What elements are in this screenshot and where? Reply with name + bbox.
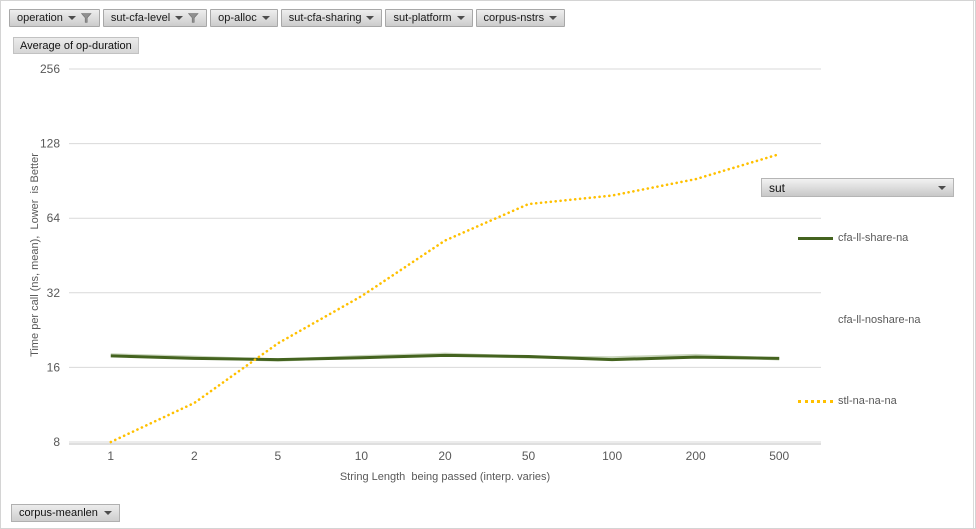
x-tick-label: 10 xyxy=(355,449,369,463)
chevron-down-icon xyxy=(103,511,112,515)
values-field-label: Average of op-duration xyxy=(20,39,132,52)
legend-swatch-solid-green-line xyxy=(798,236,833,240)
legend-label: cfa-ll-share-na xyxy=(838,232,909,244)
values-field-button[interactable]: Average of op-duration xyxy=(13,37,139,54)
x-tick-label: 200 xyxy=(686,449,706,463)
filter-funnel-icon xyxy=(188,13,199,23)
legend-item-cfa-ll-share-na: cfa-ll-share-na xyxy=(798,232,908,244)
x-tick-label: 50 xyxy=(522,449,536,463)
legend-item-stl-na-na-na: stl-na-na-na xyxy=(798,395,897,407)
filter-button-sut-platform[interactable]: sut-platform xyxy=(385,9,473,27)
chevron-down-icon xyxy=(67,16,76,20)
x-tick-label: 1 xyxy=(107,449,114,463)
y-axis-title: Time per call (ns, mean), Lower is Bette… xyxy=(29,153,41,357)
pivot-filter-button-row: operation sut-cfa-level op-alloc sut-cfa… xyxy=(9,9,566,27)
chevron-down-icon xyxy=(549,16,558,20)
x-tick-label: 500 xyxy=(769,449,789,463)
x-tick-label: 2 xyxy=(191,449,198,463)
filter-button-label: operation xyxy=(17,12,63,24)
chevron-down-icon xyxy=(366,16,375,20)
filter-button-operation[interactable]: operation xyxy=(9,9,100,27)
y-tick-label: 32 xyxy=(47,286,61,300)
filter-button-label: op-alloc xyxy=(218,12,257,24)
legend-field-label: sut xyxy=(769,180,786,195)
y-tick-label: 8 xyxy=(53,435,60,449)
chart-object-right-edge xyxy=(973,1,974,528)
chevron-down-icon xyxy=(261,16,270,20)
x-tick-label: 20 xyxy=(438,449,452,463)
axis-field-button-corpus-meanlen[interactable]: corpus-meanlen xyxy=(11,504,120,522)
legend-label: cfa-ll-noshare-na xyxy=(838,314,921,326)
axis-field-label: corpus-meanlen xyxy=(19,507,98,519)
filter-button-op-alloc[interactable]: op-alloc xyxy=(210,9,278,27)
chevron-down-icon xyxy=(175,16,184,20)
series-line-cfa-ll-share-na xyxy=(110,353,780,362)
x-tick-label: 100 xyxy=(602,449,622,463)
x-axis-title: String Length being passed (interp. vari… xyxy=(339,471,551,483)
filter-button-label: sut-platform xyxy=(393,12,452,24)
filter-button-corpus-nstrs[interactable]: corpus-nstrs xyxy=(475,9,566,27)
chevron-down-icon xyxy=(456,16,465,20)
y-tick-label: 256 xyxy=(40,62,60,76)
legend-field-button-sut[interactable]: sut xyxy=(761,178,954,197)
x-tick-label: 5 xyxy=(275,449,282,463)
y-tick-label: 128 xyxy=(40,137,60,151)
filter-button-label: sut-cfa-level xyxy=(110,12,171,24)
filter-button-label: corpus-nstrs xyxy=(483,12,545,24)
legend-swatch-dotted-yellow-line xyxy=(798,399,833,403)
filter-button-sut-cfa-level[interactable]: sut-cfa-level xyxy=(102,9,208,27)
filter-button-label: sut-cfa-sharing xyxy=(288,12,362,24)
filter-funnel-icon xyxy=(80,13,92,23)
legend-item-cfa-ll-noshare-na: cfa-ll-noshare-na xyxy=(838,314,921,326)
filter-button-sut-cfa-sharing[interactable]: sut-cfa-sharing xyxy=(280,9,383,27)
series-line-stl-na-na-na xyxy=(109,152,781,444)
y-tick-label: 64 xyxy=(47,211,61,225)
y-tick-label: 16 xyxy=(47,360,61,374)
chevron-down-icon xyxy=(938,185,946,190)
legend-label: stl-na-na-na xyxy=(838,395,897,407)
